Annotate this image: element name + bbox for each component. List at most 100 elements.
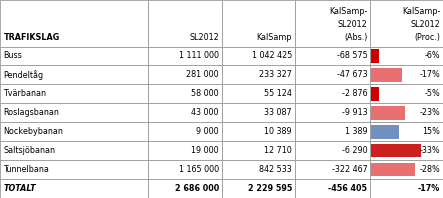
Bar — [371, 68, 402, 82]
Bar — [371, 144, 421, 157]
Bar — [370, 0, 443, 47]
Text: -17%: -17% — [418, 184, 440, 193]
Text: 43 000: 43 000 — [191, 108, 219, 117]
Text: 1 111 000: 1 111 000 — [179, 51, 219, 61]
Text: KalSamp: KalSamp — [256, 33, 292, 42]
Text: 1 165 000: 1 165 000 — [179, 165, 219, 174]
Bar — [295, 141, 370, 160]
Text: -47 673: -47 673 — [337, 70, 367, 79]
Text: 10 389: 10 389 — [264, 127, 292, 136]
Text: 19 000: 19 000 — [191, 146, 219, 155]
Bar — [0, 122, 148, 141]
Bar — [148, 160, 222, 179]
Text: 12 710: 12 710 — [264, 146, 292, 155]
Bar — [0, 103, 148, 122]
Bar — [295, 103, 370, 122]
Bar — [370, 103, 443, 122]
Bar — [148, 66, 222, 84]
Bar — [148, 179, 222, 198]
Text: -68 575: -68 575 — [337, 51, 367, 61]
Bar — [0, 141, 148, 160]
Text: 2 686 000: 2 686 000 — [175, 184, 219, 193]
Text: 233 327: 233 327 — [259, 70, 292, 79]
Text: (Abs.): (Abs.) — [344, 33, 367, 42]
Bar — [222, 47, 295, 66]
Bar — [370, 84, 443, 103]
Bar — [370, 160, 443, 179]
Bar — [370, 47, 443, 66]
Bar — [295, 84, 370, 103]
Bar — [295, 179, 370, 198]
Bar — [371, 163, 415, 176]
Text: -33%: -33% — [420, 146, 440, 155]
Bar — [0, 179, 148, 198]
Text: SL2012: SL2012 — [338, 20, 367, 29]
Text: Buss: Buss — [4, 51, 22, 61]
Bar — [0, 160, 148, 179]
Text: 15%: 15% — [423, 127, 440, 136]
Bar — [0, 0, 148, 47]
Bar — [295, 160, 370, 179]
Bar — [148, 0, 222, 47]
Text: Roslagsbanan: Roslagsbanan — [4, 108, 59, 117]
Text: -322 467: -322 467 — [331, 165, 367, 174]
Text: 2 229 595: 2 229 595 — [248, 184, 292, 193]
Text: 55 124: 55 124 — [264, 89, 292, 98]
Bar — [0, 84, 148, 103]
Text: Tunnelbana: Tunnelbana — [4, 165, 50, 174]
Bar — [222, 179, 295, 198]
Bar — [222, 141, 295, 160]
Text: -28%: -28% — [420, 165, 440, 174]
Text: SL2012: SL2012 — [189, 33, 219, 42]
Text: 58 000: 58 000 — [191, 89, 219, 98]
Text: Nockebybanan: Nockebybanan — [4, 127, 63, 136]
Text: 1 042 425: 1 042 425 — [252, 51, 292, 61]
Bar — [295, 47, 370, 66]
Text: -5%: -5% — [424, 89, 440, 98]
Text: KalSamp-: KalSamp- — [402, 7, 440, 16]
Bar — [148, 141, 222, 160]
Bar — [0, 66, 148, 84]
Bar — [371, 49, 379, 63]
Bar — [222, 84, 295, 103]
Bar — [222, 66, 295, 84]
Bar — [148, 103, 222, 122]
Text: -6%: -6% — [425, 51, 440, 61]
Bar — [0, 47, 148, 66]
Text: KalSamp-: KalSamp- — [329, 7, 367, 16]
Text: TOTALT: TOTALT — [4, 184, 36, 193]
Text: -6 290: -6 290 — [342, 146, 367, 155]
Text: -17%: -17% — [420, 70, 440, 79]
Bar — [295, 66, 370, 84]
Bar — [370, 122, 443, 141]
Text: Tvärbanan: Tvärbanan — [4, 89, 47, 98]
Bar — [295, 0, 370, 47]
Bar — [222, 122, 295, 141]
Bar — [370, 179, 443, 198]
Text: (Proc.): (Proc.) — [414, 33, 440, 42]
Text: SL2012: SL2012 — [411, 20, 440, 29]
Bar — [370, 66, 443, 84]
Bar — [371, 87, 379, 101]
Bar — [371, 125, 399, 139]
Text: -456 405: -456 405 — [328, 184, 367, 193]
Text: -23%: -23% — [420, 108, 440, 117]
Text: 281 000: 281 000 — [186, 70, 219, 79]
Bar — [222, 103, 295, 122]
Bar — [370, 141, 443, 160]
Bar — [148, 47, 222, 66]
Bar — [148, 122, 222, 141]
Text: Pendeltåg: Pendeltåg — [4, 70, 44, 80]
Text: -2 876: -2 876 — [342, 89, 367, 98]
Text: Saltsjöbanan: Saltsjöbanan — [4, 146, 55, 155]
Text: 9 000: 9 000 — [196, 127, 219, 136]
Text: 33 087: 33 087 — [264, 108, 292, 117]
Bar — [371, 106, 405, 120]
Bar — [148, 84, 222, 103]
Bar — [222, 160, 295, 179]
Bar — [222, 0, 295, 47]
Text: TRAFIKSLAG: TRAFIKSLAG — [4, 33, 60, 42]
Text: 1 389: 1 389 — [345, 127, 367, 136]
Bar — [295, 122, 370, 141]
Text: 842 533: 842 533 — [259, 165, 292, 174]
